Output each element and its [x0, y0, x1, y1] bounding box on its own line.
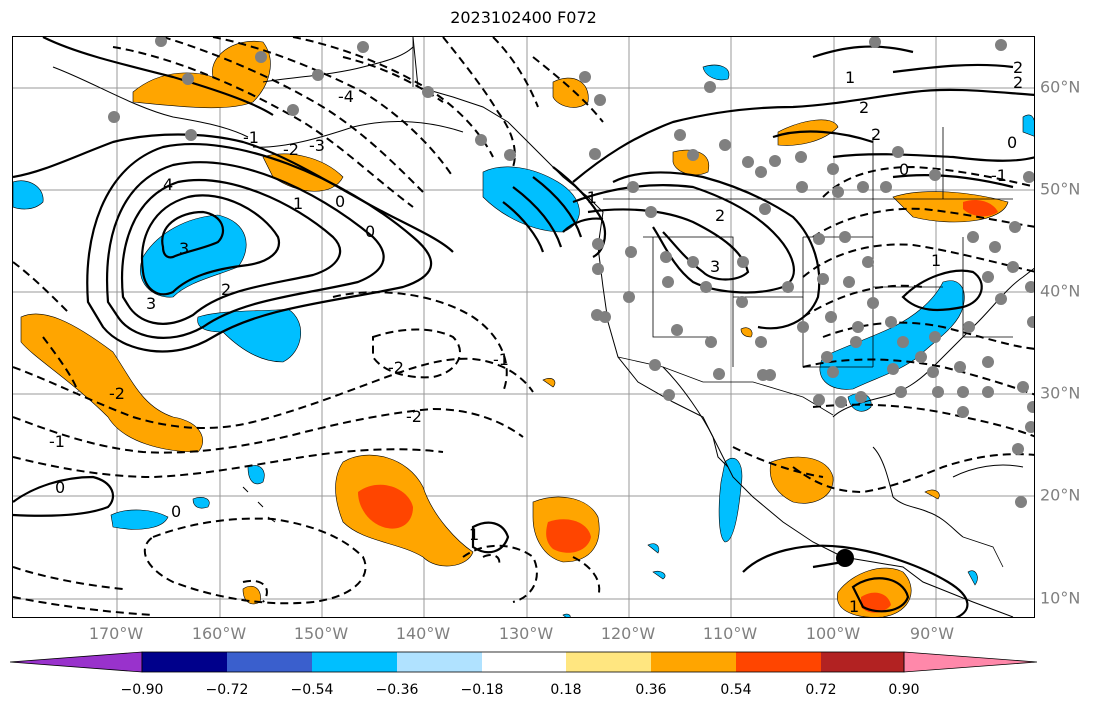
colorbar-tick: 0.18 — [550, 682, 582, 698]
lon-label: 100°W — [805, 624, 861, 643]
contour-label: 0 — [899, 160, 909, 179]
contour-label: 2 — [859, 98, 869, 117]
contour-label: 2 — [871, 125, 881, 144]
storm-center-marker — [836, 549, 854, 567]
contour-label: -1 — [243, 128, 259, 147]
contour-label: 2 — [1013, 58, 1023, 77]
colorbar-border — [141, 651, 905, 673]
colorbar-tick: 0.72 — [805, 682, 837, 698]
lon-label: 140°W — [395, 624, 451, 643]
colorbar-tick: 0.54 — [720, 682, 752, 698]
colorbar-tick: −0.90 — [120, 682, 164, 698]
contour-label: -2 — [283, 140, 299, 159]
contour-label: 1 — [849, 597, 859, 616]
contour-label: -1 — [493, 350, 509, 369]
contour-labels: 4 3 3 2 1 0 0 -1 -2 -3 -4 -2 -1 0 0 -2 -… — [49, 58, 1023, 616]
negative-shading — [13, 64, 1034, 617]
lon-label: 90°W — [909, 624, 955, 643]
contour-label: 0 — [171, 502, 181, 521]
contour-label: 1 — [931, 251, 941, 270]
coastlines — [52, 37, 1034, 617]
lat-label: 50°N — [1040, 179, 1081, 199]
lon-label: 150°W — [293, 624, 349, 643]
colorbar-segment — [142, 652, 227, 672]
colorbar-segment — [312, 652, 397, 672]
lat-label: 60°N — [1040, 77, 1081, 97]
contour-label: 4 — [163, 175, 173, 194]
lat-label: 10°N — [1040, 588, 1081, 608]
colorbar — [9, 650, 1038, 674]
lat-lon-grid — [13, 37, 1034, 617]
colorbar-tick: −0.18 — [460, 682, 504, 698]
contour-label: 2 — [715, 206, 725, 225]
dashed-contours — [13, 37, 1034, 616]
colorbar-high-extend — [903, 651, 1038, 673]
colorbar-segment — [482, 652, 566, 672]
colorbar-tick: 0.90 — [888, 682, 920, 698]
lon-label: 130°W — [498, 624, 554, 643]
contour-label: 0 — [1007, 133, 1017, 152]
contour-label: 3 — [710, 257, 720, 276]
contour-label: 3 — [179, 239, 189, 258]
solid-contours — [13, 37, 1034, 617]
lat-label: 20°N — [1040, 485, 1081, 505]
lon-label: 110°W — [702, 624, 758, 643]
lon-label: 160°W — [191, 624, 247, 643]
map-panel: 4 3 3 2 1 0 0 -1 -2 -3 -4 -2 -1 0 0 -2 -… — [12, 36, 1035, 618]
station-dots — [108, 37, 1034, 508]
lon-label: 170°W — [88, 624, 144, 643]
contour-label: 0 — [335, 192, 345, 211]
contour-label: -3 — [309, 136, 325, 155]
colorbar-tick: 0.36 — [635, 682, 667, 698]
colorbar-low-extend — [9, 651, 143, 673]
map-canvas: 4 3 3 2 1 0 0 -1 -2 -3 -4 -2 -1 0 0 -2 -… — [13, 37, 1034, 617]
contour-label: -2 — [406, 407, 422, 426]
contour-label: 1 — [469, 525, 479, 544]
colorbar-segment — [227, 652, 312, 672]
contour-label: 0 — [365, 222, 375, 241]
colorbar-segment — [651, 652, 736, 672]
lon-label: 120°W — [600, 624, 656, 643]
colorbar-tick: −0.72 — [205, 682, 249, 698]
political-borders — [412, 37, 1013, 568]
lat-label: 30°N — [1040, 383, 1081, 403]
contour-label: 2 — [1013, 73, 1023, 92]
colorbar-segment — [736, 652, 821, 672]
contour-label: -1 — [49, 432, 65, 451]
colorbar-svg — [9, 651, 1038, 673]
contour-label: 2 — [221, 280, 231, 299]
colorbar-tick: −0.36 — [375, 682, 419, 698]
contour-label: 1 — [845, 68, 855, 87]
strong-positive-shading — [358, 200, 998, 613]
contour-label: -1 — [991, 166, 1007, 185]
contour-label: -1 — [581, 188, 597, 207]
colorbar-segment — [566, 652, 651, 672]
colorbar-tick: −0.54 — [290, 682, 334, 698]
lat-label: 40°N — [1040, 281, 1081, 301]
contour-label: 3 — [146, 294, 156, 313]
contour-label: 0 — [55, 478, 65, 497]
contour-label: 1 — [293, 194, 303, 213]
colorbar-segment — [397, 652, 482, 672]
contour-label: -4 — [338, 87, 354, 106]
contour-label: -2 — [109, 384, 125, 403]
map-title: 2023102400 F072 — [450, 8, 597, 27]
colorbar-segment — [821, 652, 904, 672]
contour-label: -2 — [388, 358, 404, 377]
